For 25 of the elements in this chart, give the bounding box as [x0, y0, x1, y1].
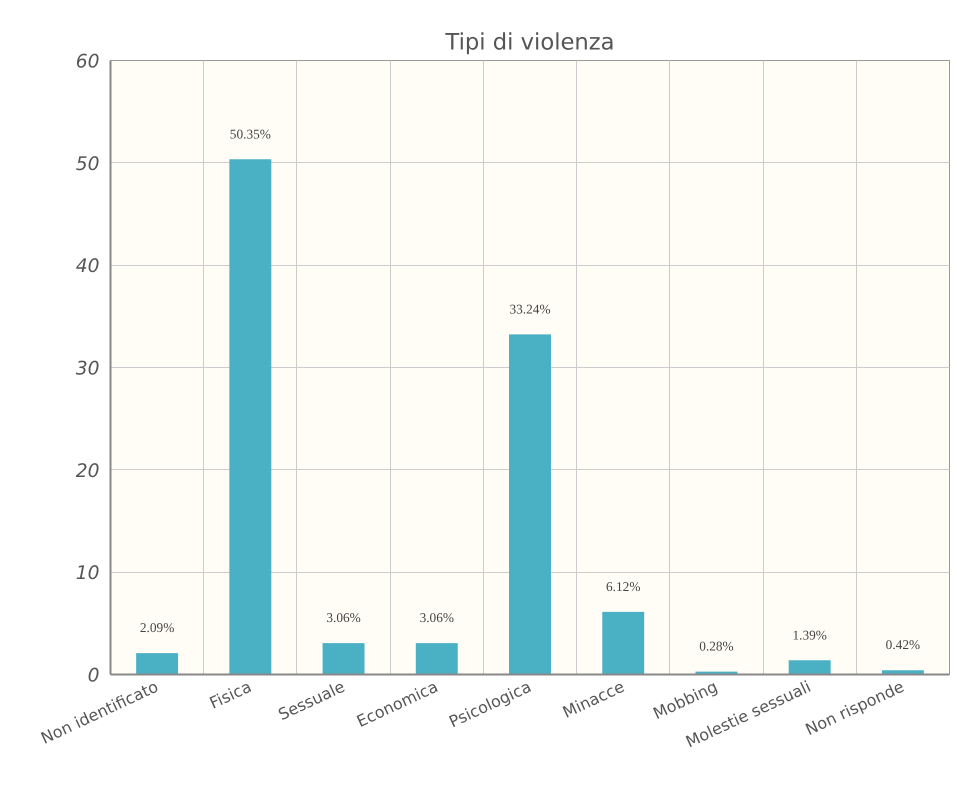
- data-label: 0.28%: [699, 638, 734, 654]
- y-tick-label: 30: [76, 358, 100, 380]
- bar: [322, 643, 365, 674]
- y-tick-label: 60: [76, 52, 100, 72]
- bar: [229, 159, 272, 674]
- data-label: 33.24%: [509, 301, 551, 316]
- data-label: 1.39%: [792, 627, 827, 642]
- bar: [788, 660, 831, 674]
- y-tick-label: 40: [76, 256, 100, 278]
- x-tick-label: Fisica: [206, 676, 254, 713]
- data-label: 3.06%: [326, 610, 361, 626]
- bar: [509, 334, 551, 674]
- chart-title: Tipi di violenza: [444, 30, 615, 56]
- y-tick-label: 50: [76, 154, 100, 175]
- bar: [602, 612, 644, 674]
- y-tick-label: 20: [76, 460, 100, 482]
- data-label: 6.12%: [606, 578, 640, 594]
- data-label: 3.06%: [420, 610, 454, 626]
- data-label: 50.35%: [230, 126, 271, 142]
- bar: [416, 643, 458, 674]
- bar: [136, 653, 178, 674]
- data-label: 0.42%: [886, 637, 920, 652]
- y-tick-label: 10: [76, 563, 100, 584]
- y-tick-label: 0: [88, 666, 100, 686]
- data-label: 2.09%: [140, 620, 174, 636]
